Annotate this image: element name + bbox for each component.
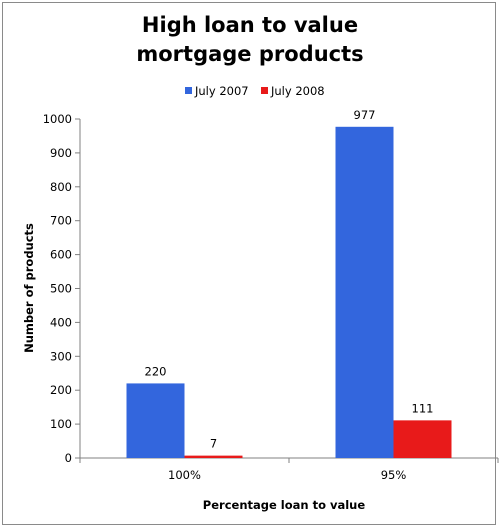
legend: July 2007 July 2008 <box>185 84 325 98</box>
y-tick-label: 800 <box>50 180 72 194</box>
y-tick-label: 0 <box>65 451 72 465</box>
y-tick-label: 500 <box>50 282 72 296</box>
plot-area: 0 100 200 300 400 500 600 700 800 900 1000 220 7 100%… <box>43 108 499 482</box>
bar-july-2007-1 <box>335 126 394 458</box>
y-tick-label: 600 <box>50 248 72 262</box>
x-category-label: 100% <box>168 468 201 482</box>
y-axis-title: Number of products <box>22 223 36 353</box>
y-tick-label: 900 <box>50 146 72 160</box>
legend-swatch-july-2007 <box>185 87 192 94</box>
y-tick-label: 100 <box>50 417 72 431</box>
x-category-label: 95% <box>381 468 407 482</box>
legend-label-july-2008: July 2008 <box>270 84 325 98</box>
data-label: 977 <box>354 108 376 122</box>
legend-swatch-july-2008 <box>261 87 268 94</box>
legend-label-july-2007: July 2007 <box>194 84 249 98</box>
x-axis-title: Percentage loan to value <box>203 498 366 512</box>
chart-title-line-2: mortgage products <box>136 42 363 66</box>
y-tick-label: 700 <box>50 214 72 228</box>
data-label: 7 <box>210 437 217 451</box>
data-label: 111 <box>412 401 434 415</box>
bar-july-2008-1 <box>393 420 452 458</box>
y-tick-label: 400 <box>50 315 72 329</box>
bar-july-2007-0 <box>126 383 185 458</box>
chart-title-line-1: High loan to value <box>142 13 358 37</box>
data-label: 220 <box>145 364 167 378</box>
bar-july-2008-0 <box>184 455 243 458</box>
y-tick-label: 1000 <box>43 112 72 126</box>
y-tick-label: 200 <box>50 383 72 397</box>
y-tick-label: 300 <box>50 349 72 363</box>
